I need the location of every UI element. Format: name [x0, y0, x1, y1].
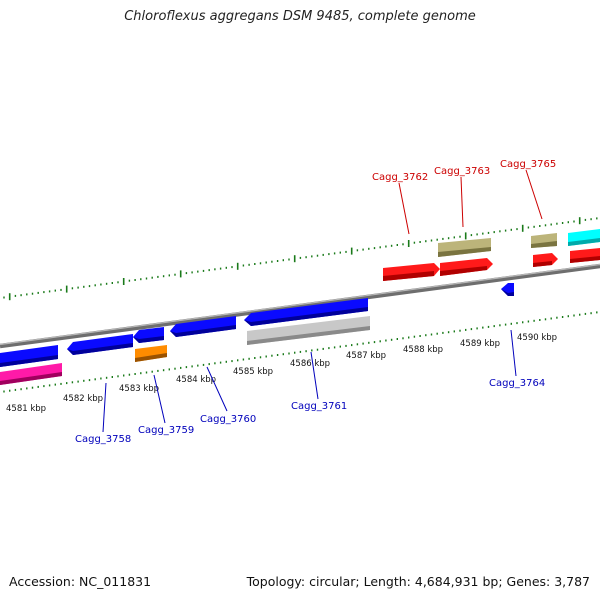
gene-label-cagg-3758: Cagg_3758 [75, 434, 131, 445]
topology-text: Topology: circular; Length: 4,684,931 bp… [246, 574, 590, 589]
scale-label: 4583 kbp [119, 384, 159, 394]
scale-label: 4586 kbp [290, 359, 330, 369]
scale-label: 4585 kbp [233, 367, 273, 377]
label-line-cagg-3758 [102, 382, 107, 433]
label-line-cagg-3762 [398, 182, 410, 235]
gene-edge-cyan[interactable] [568, 229, 600, 246]
map-title: Chloroflexus aggregans DSM 9485, complet… [124, 9, 476, 24]
label-line-cagg-3759 [153, 374, 166, 424]
gene-label-cagg-3762: Cagg_3762 [372, 172, 428, 183]
label-line-cagg-3764 [510, 329, 517, 377]
scale-label: 4582 kbp [63, 394, 103, 404]
gene-cagg-3759[interactable] [135, 345, 167, 362]
scale-label: 4584 kbp [176, 375, 216, 385]
gene-label-cagg-3759: Cagg_3759 [138, 425, 194, 436]
label-line-cagg-3761 [310, 351, 319, 400]
upper-scale-ticks [3, 217, 598, 301]
gene-cagg-3760[interactable] [170, 316, 236, 337]
genome-backbone-highlight [0, 263, 600, 346]
gene-label-cagg-3761: Cagg_3761 [291, 401, 347, 412]
label-line-cagg-3765 [525, 169, 543, 220]
gene-cagg-3761[interactable] [247, 316, 370, 345]
scale-label: 4587 kbp [346, 351, 386, 361]
gene-label-cagg-3760: Cagg_3760 [200, 414, 256, 425]
gene-cagg-3763[interactable] [440, 258, 493, 276]
gene-cagg-3765[interactable] [533, 253, 558, 267]
gene-cagg-3764[interactable] [501, 283, 514, 296]
label-line-cagg-3760 [206, 366, 228, 412]
scale-label: 4589 kbp [460, 339, 500, 349]
scale-label: 4588 kbp [403, 345, 443, 355]
gene-cagg-3763-paired[interactable] [438, 238, 491, 257]
gene-label-cagg-3763: Cagg_3763 [434, 166, 490, 177]
gene-cagg-3758[interactable] [67, 334, 133, 355]
gene-label-cagg-3764: Cagg_3764 [489, 378, 545, 389]
gene-cagg-3761-blue[interactable] [244, 298, 368, 326]
gene-label-cagg-3765: Cagg_3765 [500, 159, 556, 170]
accession-text: Accession: NC_011831 [9, 574, 152, 589]
gene-edge-blue[interactable] [0, 345, 58, 367]
gene-edge-red[interactable] [570, 248, 600, 263]
gene-cagg-3765-paired[interactable] [531, 233, 557, 248]
genome-backbone [0, 263, 600, 349]
scale-label: 4581 kbp [6, 404, 46, 414]
scale-label: 4590 kbp [517, 333, 557, 343]
gene-edge-magenta[interactable] [0, 363, 62, 385]
lower-scale-ticks [3, 311, 598, 393]
label-line-cagg-3763 [460, 176, 464, 228]
gene-cagg-3762[interactable] [383, 263, 440, 281]
gene-cagg-3759-blue[interactable] [133, 327, 164, 343]
